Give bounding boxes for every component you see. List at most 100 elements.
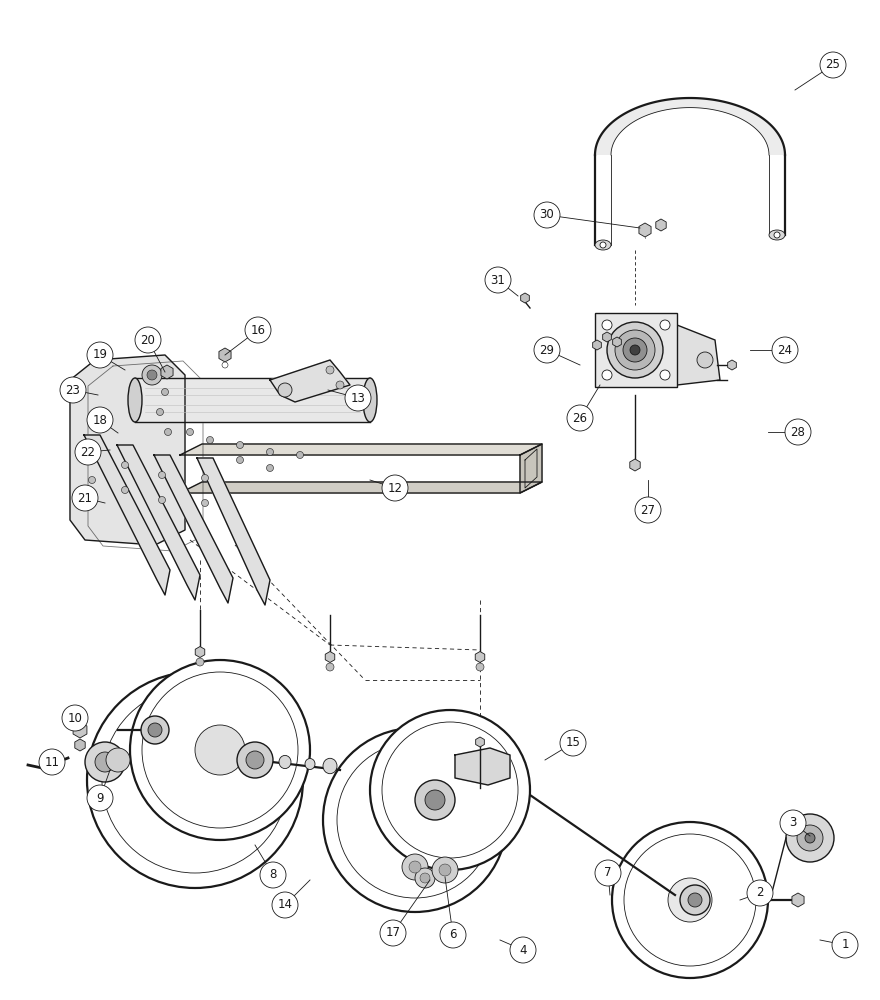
Polygon shape — [595, 98, 785, 155]
Circle shape — [420, 873, 430, 883]
Text: 23: 23 — [66, 383, 80, 396]
Text: 26: 26 — [573, 412, 588, 424]
Circle shape — [157, 408, 164, 416]
Polygon shape — [117, 445, 200, 600]
Circle shape — [534, 202, 560, 228]
Polygon shape — [677, 325, 720, 385]
Polygon shape — [70, 355, 185, 545]
Text: 20: 20 — [141, 334, 156, 347]
Circle shape — [62, 705, 88, 731]
Circle shape — [697, 352, 713, 368]
Circle shape — [326, 663, 334, 671]
Circle shape — [326, 366, 334, 374]
Circle shape — [390, 795, 440, 845]
Circle shape — [148, 723, 162, 737]
Circle shape — [237, 742, 273, 778]
Circle shape — [567, 405, 593, 431]
Circle shape — [142, 365, 162, 385]
Circle shape — [560, 730, 586, 756]
Circle shape — [780, 810, 806, 836]
Circle shape — [747, 880, 773, 906]
Circle shape — [85, 742, 125, 782]
Circle shape — [660, 320, 670, 330]
Polygon shape — [455, 748, 510, 785]
Text: 11: 11 — [45, 756, 60, 768]
Circle shape — [87, 672, 303, 888]
Circle shape — [72, 485, 98, 511]
Circle shape — [39, 749, 65, 775]
Circle shape — [336, 381, 344, 389]
Circle shape — [267, 448, 274, 456]
Text: 4: 4 — [519, 944, 527, 956]
Circle shape — [147, 370, 157, 380]
Text: 9: 9 — [96, 792, 104, 804]
Circle shape — [660, 370, 670, 380]
Circle shape — [680, 885, 710, 915]
Circle shape — [415, 868, 435, 888]
Circle shape — [135, 327, 161, 353]
Circle shape — [196, 658, 204, 666]
Circle shape — [89, 477, 96, 484]
Circle shape — [158, 472, 165, 479]
Circle shape — [805, 833, 815, 843]
Polygon shape — [520, 444, 542, 493]
Circle shape — [130, 660, 310, 840]
Circle shape — [370, 710, 530, 870]
Polygon shape — [197, 458, 270, 605]
Text: 3: 3 — [789, 816, 796, 830]
Circle shape — [245, 317, 271, 343]
Text: 31: 31 — [490, 273, 505, 286]
Text: 6: 6 — [450, 928, 457, 942]
Circle shape — [60, 377, 86, 403]
Circle shape — [774, 232, 780, 238]
Circle shape — [121, 487, 128, 493]
Circle shape — [87, 785, 113, 811]
Circle shape — [786, 814, 834, 862]
Polygon shape — [270, 360, 350, 402]
Circle shape — [141, 716, 169, 744]
Text: 29: 29 — [539, 344, 554, 357]
Circle shape — [87, 342, 113, 368]
Circle shape — [415, 780, 455, 820]
Circle shape — [409, 861, 421, 873]
Text: 30: 30 — [539, 209, 554, 222]
Circle shape — [89, 452, 96, 458]
Circle shape — [615, 330, 655, 370]
Circle shape — [272, 892, 298, 918]
Text: 2: 2 — [756, 886, 764, 900]
Circle shape — [207, 436, 214, 444]
Text: 14: 14 — [277, 898, 292, 912]
Circle shape — [820, 52, 846, 78]
Circle shape — [158, 496, 165, 504]
Circle shape — [797, 825, 823, 851]
Circle shape — [260, 862, 286, 888]
Ellipse shape — [128, 378, 142, 422]
Circle shape — [87, 407, 113, 433]
Text: 25: 25 — [825, 58, 840, 72]
Text: 16: 16 — [251, 324, 266, 336]
Polygon shape — [135, 378, 370, 422]
Text: 24: 24 — [778, 344, 793, 357]
Circle shape — [440, 922, 466, 948]
Polygon shape — [180, 444, 542, 455]
Circle shape — [187, 428, 194, 436]
Circle shape — [602, 370, 612, 380]
Circle shape — [382, 475, 408, 501]
Ellipse shape — [305, 758, 315, 770]
Circle shape — [432, 857, 458, 883]
Circle shape — [623, 338, 647, 362]
Text: 28: 28 — [790, 426, 805, 438]
Circle shape — [595, 860, 621, 886]
Polygon shape — [595, 313, 677, 387]
Circle shape — [602, 320, 612, 330]
Circle shape — [202, 499, 209, 506]
Circle shape — [121, 462, 128, 468]
Circle shape — [237, 456, 244, 464]
Circle shape — [278, 383, 292, 397]
Circle shape — [688, 893, 702, 907]
Circle shape — [785, 419, 811, 445]
Text: 22: 22 — [80, 446, 96, 458]
Circle shape — [600, 242, 606, 248]
Circle shape — [772, 337, 798, 363]
Circle shape — [402, 854, 428, 880]
